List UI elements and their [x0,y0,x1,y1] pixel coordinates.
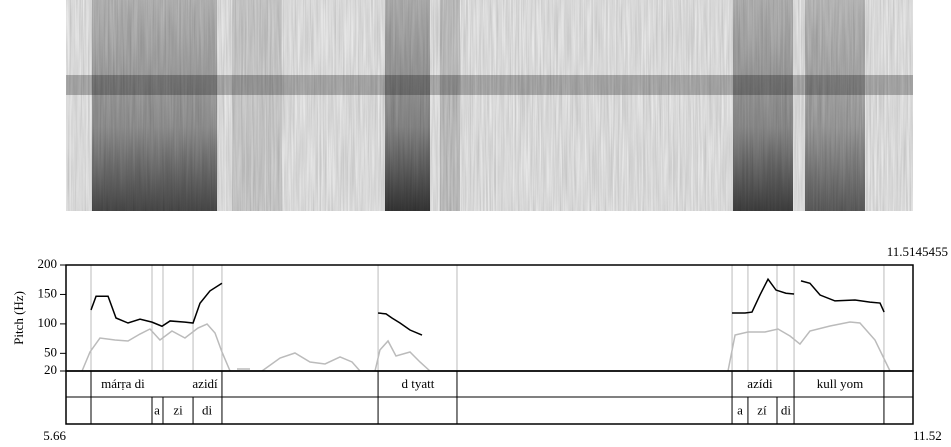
tier-label: a [737,402,743,417]
y-tick-label: 50 [44,344,57,359]
praat-figure: Pitch (Hz) 11.5145455 20 50 100 150 200 5.66 1… [0,0,951,447]
tier-label: márṛa di [101,376,145,391]
tier-label: di [202,402,213,417]
tier-label: azídi [747,376,773,391]
pitch-curve [82,322,890,371]
x-tick-label: 11.52 [913,428,942,443]
tier-label: azidí [192,376,218,391]
y-tick-label: 150 [38,285,58,300]
y-axis-label: Pitch (Hz) [11,291,26,345]
tier-label: d tyatt [402,376,435,391]
tier-label: di [781,402,792,417]
y-tick-label: 200 [38,256,58,271]
y-tick-label: 20 [44,362,57,377]
tier-label: kull yom [817,376,864,391]
cursor-time: 11.5145455 [887,244,948,259]
tier-label: zí [757,402,767,417]
pitch-plot [82,265,890,371]
tier-label: zi [173,402,183,417]
x-tick-label: 5.66 [43,428,66,443]
tier-label: a [154,402,160,417]
spectrogram [66,0,913,211]
y-tick-label: 100 [38,315,58,330]
